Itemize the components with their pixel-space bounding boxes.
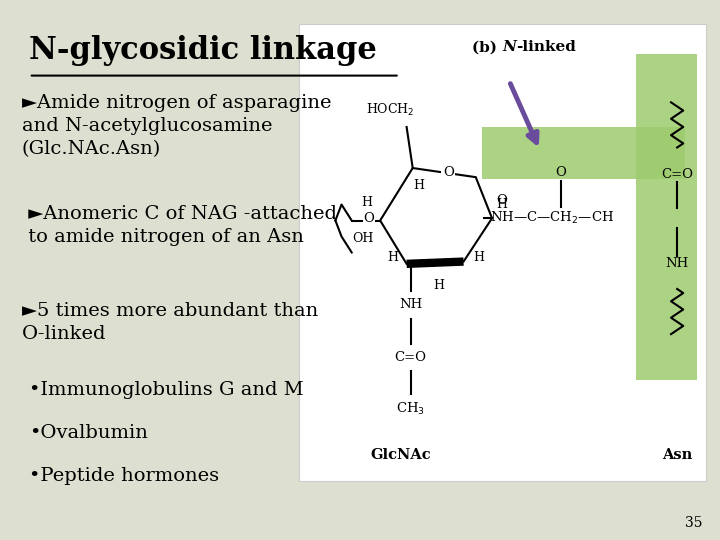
- Text: NH: NH: [399, 298, 423, 311]
- Text: O: O: [363, 212, 374, 225]
- Text: •Ovalbumin: •Ovalbumin: [29, 424, 148, 442]
- Text: OH: OH: [353, 232, 374, 245]
- Text: H: H: [496, 198, 507, 211]
- Text: N-glycosidic linkage: N-glycosidic linkage: [29, 35, 377, 66]
- Text: H: H: [474, 251, 485, 264]
- Text: C=O: C=O: [395, 350, 427, 363]
- Text: ►Amide nitrogen of asparagine
and N-acetylglucosamine
(Glc.NAc.Asn): ►Amide nitrogen of asparagine and N-acet…: [22, 94, 331, 158]
- Text: •Immunoglobulins G and M: •Immunoglobulins G and M: [29, 381, 303, 399]
- Text: ►5 times more abundant than
O-linked: ►5 times more abundant than O-linked: [22, 302, 318, 343]
- Text: HOCH$_2$: HOCH$_2$: [366, 102, 415, 118]
- Text: H: H: [387, 251, 398, 264]
- Text: •Peptide hormones: •Peptide hormones: [29, 467, 219, 485]
- Text: C=O: C=O: [661, 168, 693, 181]
- Text: N: N: [503, 40, 516, 55]
- Text: O: O: [556, 166, 567, 179]
- Text: O: O: [496, 194, 507, 207]
- Text: H: H: [433, 279, 445, 292]
- Text: H: H: [361, 196, 372, 209]
- Bar: [482, 127, 685, 179]
- Text: Asn: Asn: [662, 448, 692, 462]
- Text: 35: 35: [685, 516, 702, 530]
- Text: O: O: [443, 166, 454, 179]
- Bar: [299, 24, 706, 481]
- Text: (b): (b): [472, 40, 503, 55]
- Text: -linked: -linked: [516, 40, 576, 55]
- Text: NH: NH: [665, 257, 689, 270]
- Text: GlcNAc: GlcNAc: [370, 448, 431, 462]
- Text: H: H: [413, 179, 424, 192]
- Text: ►Anomeric C of NAG -attached
 to amide nitrogen of an Asn: ►Anomeric C of NAG -attached to amide ni…: [22, 205, 337, 246]
- Text: CH$_3$: CH$_3$: [396, 401, 425, 417]
- Text: NH—C—CH$_2$—CH: NH—C—CH$_2$—CH: [490, 210, 614, 226]
- Bar: [636, 54, 698, 380]
